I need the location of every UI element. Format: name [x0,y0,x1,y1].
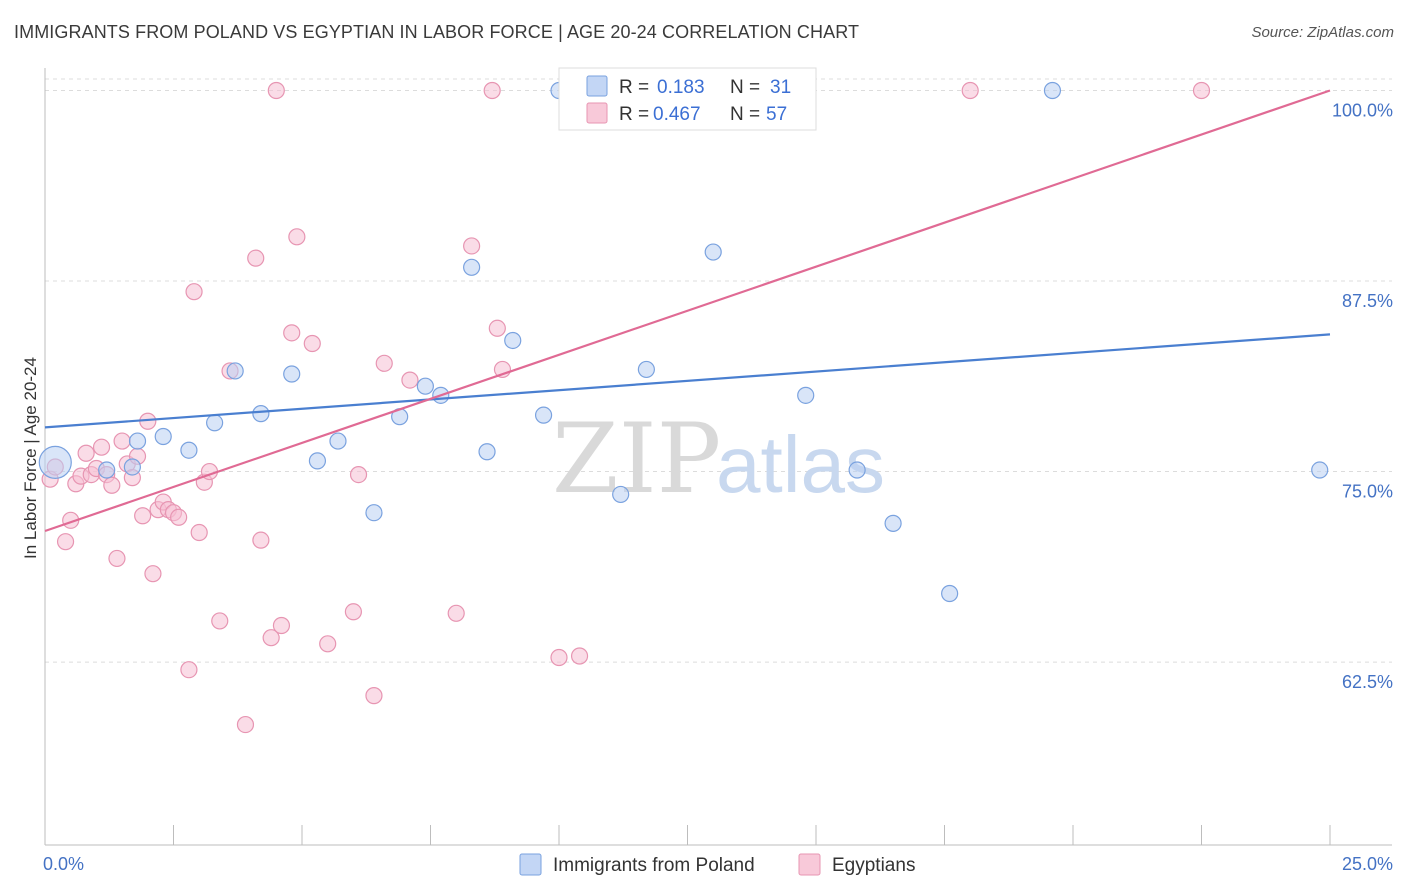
egyptians-point-9 [92,438,111,456]
egyptians-point-36 [272,616,291,635]
egyptians-point-53 [570,647,589,665]
egyptians-point-44 [365,687,383,705]
poland-point-29 [1043,81,1062,100]
poland-point-7 [226,362,244,380]
egyptians-point-34 [252,531,270,549]
y-tick-label-0: 62.5% [1342,672,1393,692]
egyptians-point-52 [550,648,568,667]
chart-title: IMMIGRANTS FROM POLAND VS EGYPTIAN IN LA… [14,22,860,42]
poland-point-8 [252,405,270,423]
egyptians-point-11 [103,476,121,494]
egyptians-point-26 [185,283,203,301]
egyptians-point-39 [288,228,306,246]
egyptians-point-45 [375,354,393,372]
egyptians-point-25 [180,661,198,679]
egyptians-point-33 [247,249,265,267]
egyptians-point-17 [134,507,152,525]
poland-point-6 [206,414,224,432]
egyptians-point-30 [211,612,229,630]
poland-point-12 [365,504,383,522]
poland-points [38,81,1329,603]
egyptians-point-41 [319,635,337,653]
poland-point-28 [941,584,959,603]
egyptians-point-51 [483,81,501,100]
poland-point-26 [848,461,866,479]
bottom-legend-swatch-egyptians [798,853,821,876]
watermark-zip: ZIP [552,403,721,515]
correlation-legend: R = 0.183 N = 31 R = 0.467 N = 57 [558,67,817,131]
x-tick-labels: 0.0% 25.0% [43,854,1393,874]
poland-point-10 [308,452,327,470]
egyptians-point-43 [349,466,368,484]
legend-r-label-poland: R = [619,77,649,98]
egyptians-point-24 [170,508,188,526]
legend-swatch-poland [586,75,608,97]
poland-point-0 [38,445,72,480]
egyptians-point-13 [113,432,131,450]
gridlines [45,78,1392,663]
source-label: Source: ZipAtlas.com [1251,24,1394,41]
y-axis-label: In Labor Force | Age 20-24 [21,357,40,559]
watermark: ZIP atlas [552,403,885,515]
poland-point-1 [98,461,116,479]
y-tick-label-2: 87.5% [1342,291,1393,311]
poland-point-19 [534,406,553,424]
poland-point-3 [128,432,147,450]
legend-n-label-egyptians: N = [730,104,760,125]
poland-point-25 [797,386,815,404]
poland-point-27 [884,514,902,532]
trend-lines [44,89,1331,533]
x-tick-label-0: 0.0% [43,854,84,874]
legend-n-label-poland: N = [730,77,760,98]
poland-point-21 [612,485,630,504]
egyptians-point-2 [56,533,75,551]
y-tick-labels: 62.5% 75.0% 87.5% 100.0% [1332,100,1393,692]
egyptians-trend-line [44,89,1331,533]
poland-point-14 [416,377,434,395]
x-tick-label-1: 25.0% [1342,854,1393,874]
bottom-legend-swatch-poland [519,853,542,876]
bottom-legend-label-poland: Immigrants from Poland [553,855,755,876]
egyptians-point-46 [401,371,419,389]
poland-point-16 [463,258,481,276]
y-tick-label-3: 100.0% [1332,100,1393,120]
egyptians-point-6 [77,444,95,462]
legend-r-value-egyptians: 0.467 [653,104,701,125]
poland-point-5 [180,441,198,459]
bottom-legend-label-egyptians: Egyptians [832,855,915,876]
egyptians-point-56 [1192,81,1211,100]
egyptians-point-49 [488,319,506,337]
poland-point-30 [1311,461,1329,479]
legend-r-label-egyptians: R = [619,104,649,125]
egyptians-point-40 [303,334,321,353]
egyptians-point-35 [262,629,280,647]
egyptians-point-42 [344,603,362,621]
egyptians-point-27 [190,523,208,542]
egyptians-point-48 [463,237,481,255]
poland-point-22 [637,360,655,379]
legend-r-value-poland: 0.183 [657,77,705,98]
egyptians-point-47 [447,604,465,622]
legend-n-value-poland: 31 [770,77,791,98]
y-tick-label-1: 75.0% [1342,482,1393,502]
egyptians-point-37 [267,81,285,100]
legend-swatch-egyptians [586,102,608,124]
poland-point-18 [504,331,522,350]
egyptians-point-12 [108,549,126,568]
poland-point-2 [123,458,141,476]
poland-point-17 [478,443,496,461]
egyptians-point-55 [961,81,979,100]
poland-point-4 [154,427,172,446]
poland-point-9 [283,365,301,383]
poland-trend-line [44,333,1331,429]
egyptians-point-32 [236,715,255,734]
series-legend: Immigrants from Poland Egyptians [519,853,915,876]
poland-point-11 [329,432,347,450]
egyptians-point-38 [283,324,301,342]
poland-point-24 [704,243,722,261]
egyptians-point-19 [144,565,162,583]
legend-n-value-egyptians: 57 [766,104,787,125]
